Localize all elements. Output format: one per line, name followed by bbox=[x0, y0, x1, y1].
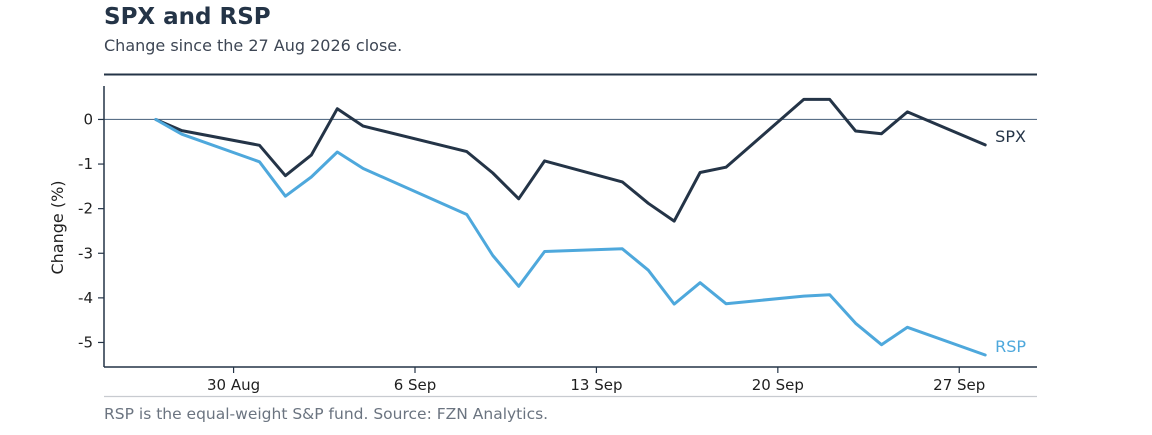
x-tick-label: 27 Sep bbox=[933, 376, 985, 394]
chart-footnote: RSP is the equal-weight S&P fund. Source… bbox=[104, 405, 549, 423]
y-tick-label: 0 bbox=[83, 110, 93, 128]
y-tick-label: -3 bbox=[78, 244, 93, 262]
series-line-rsp bbox=[154, 118, 987, 357]
y-tick-label: -2 bbox=[78, 200, 93, 218]
y-tick-label: -4 bbox=[78, 289, 93, 307]
x-tick-label: 30 Aug bbox=[207, 376, 260, 394]
series-line-spx bbox=[154, 97, 987, 223]
y-tick-label: -5 bbox=[78, 333, 93, 351]
series-label-spx: SPX bbox=[995, 127, 1026, 146]
chart-title: SPX and RSP bbox=[104, 4, 271, 30]
x-tick-label: 20 Sep bbox=[752, 376, 804, 394]
x-tick-label: 13 Sep bbox=[570, 376, 622, 394]
y-axis-label: Change (%) bbox=[48, 180, 67, 274]
x-tick-label: 6 Sep bbox=[394, 376, 437, 394]
y-tick-label: -1 bbox=[78, 155, 93, 173]
series-label-rsp: RSP bbox=[995, 337, 1026, 356]
chart-subtitle: Change since the 27 Aug 2026 close. bbox=[104, 36, 403, 55]
plot-area: 0 -1 -2 -3 -4 -5 30 Aug 6 Sep 13 Sep 20 Sep 27 Sep… bbox=[48, 86, 1037, 394]
